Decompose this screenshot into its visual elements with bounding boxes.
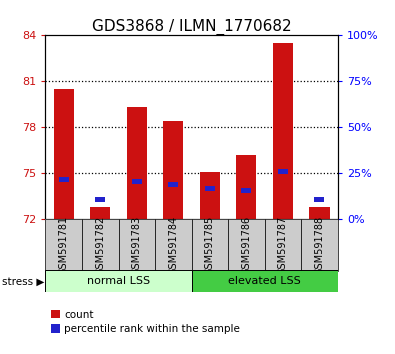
Bar <box>118 219 155 271</box>
Legend: count, percentile rank within the sample: count, percentile rank within the sample <box>51 310 240 334</box>
Bar <box>265 219 301 271</box>
Bar <box>192 270 338 292</box>
Bar <box>168 182 178 187</box>
Text: stress ▶: stress ▶ <box>2 276 44 286</box>
Bar <box>132 179 142 184</box>
Bar <box>45 219 82 271</box>
Bar <box>205 186 215 191</box>
Bar <box>127 108 147 219</box>
Bar <box>236 155 256 219</box>
Bar <box>301 219 338 271</box>
Bar <box>200 172 220 219</box>
Bar <box>314 197 324 202</box>
Bar <box>192 219 228 271</box>
Text: normal LSS: normal LSS <box>87 276 150 286</box>
Text: GSM591781: GSM591781 <box>59 216 69 275</box>
Title: GDS3868 / ILMN_1770682: GDS3868 / ILMN_1770682 <box>92 19 292 35</box>
Bar <box>155 219 192 271</box>
Text: GSM591784: GSM591784 <box>168 216 178 275</box>
Text: GSM591788: GSM591788 <box>314 216 324 275</box>
Bar <box>278 170 288 175</box>
Text: GSM591785: GSM591785 <box>205 216 215 275</box>
Bar <box>45 270 192 292</box>
Bar <box>59 177 69 182</box>
Bar <box>273 43 293 219</box>
Text: GSM591787: GSM591787 <box>278 216 288 275</box>
Bar <box>163 121 183 219</box>
Bar <box>309 207 329 219</box>
Bar <box>54 89 74 219</box>
Bar <box>95 197 105 202</box>
Text: GSM591786: GSM591786 <box>241 216 251 275</box>
Bar <box>241 188 251 193</box>
Bar <box>228 219 265 271</box>
Text: GSM591782: GSM591782 <box>95 216 105 275</box>
Text: GSM591783: GSM591783 <box>132 216 142 275</box>
Bar <box>82 219 118 271</box>
Text: elevated LSS: elevated LSS <box>228 276 301 286</box>
Bar <box>90 207 110 219</box>
